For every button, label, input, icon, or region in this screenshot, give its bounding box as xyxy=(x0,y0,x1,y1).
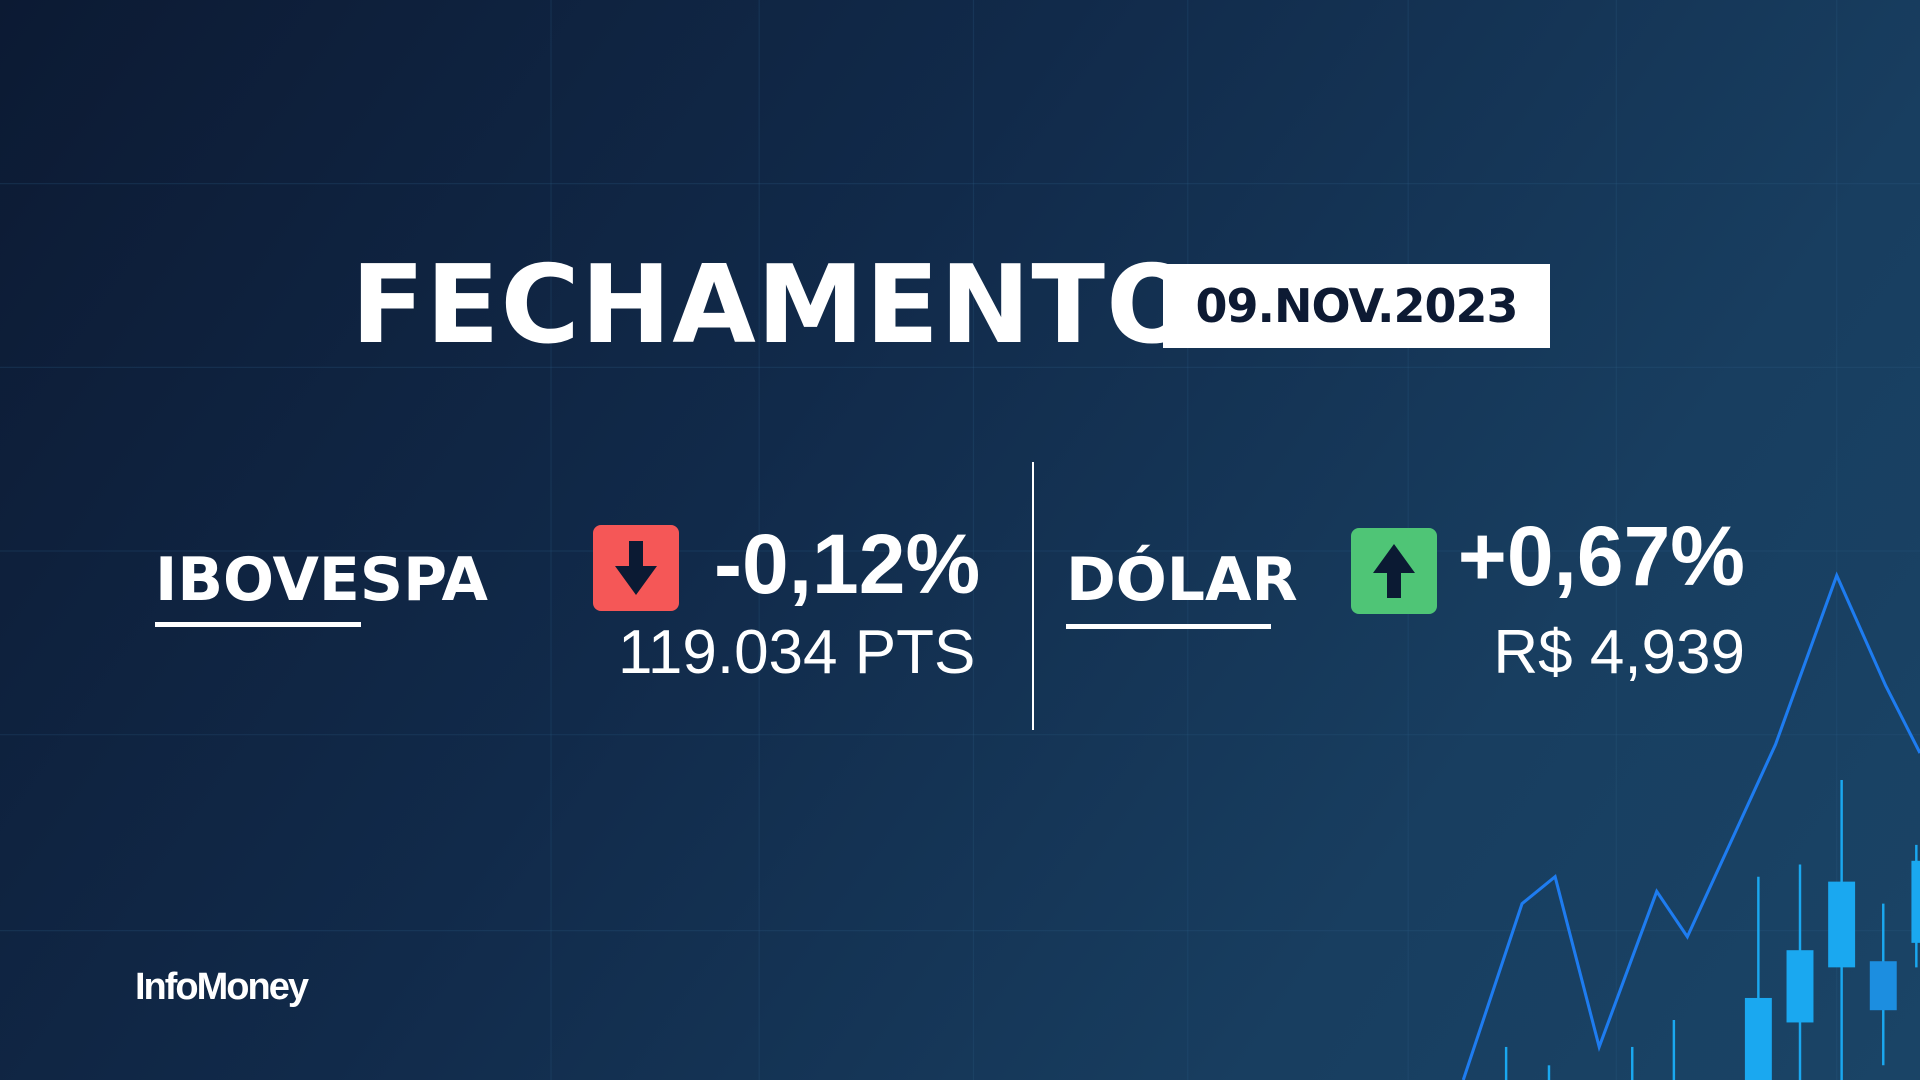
ibovespa-points: 119.034 PTS xyxy=(618,618,976,687)
page-title: FECHAMENTO xyxy=(351,243,1199,368)
candle xyxy=(1911,860,1920,943)
candle xyxy=(1744,997,1772,1080)
candle xyxy=(1786,950,1814,1023)
date-text: 09.NOV.2023 xyxy=(1195,279,1518,333)
decorative-line-chart xyxy=(1461,571,1920,1080)
ibovespa-label: IBOVESPA xyxy=(155,545,488,615)
infomoney-logo: InfoMoney xyxy=(135,966,309,1008)
arrow-up-icon xyxy=(1351,528,1437,614)
dolar-underline xyxy=(1066,624,1271,629)
ibovespa-change: -0,12% xyxy=(714,517,981,611)
date-badge: 09.NOV.2023 xyxy=(1163,264,1550,348)
ibovespa-underline xyxy=(155,622,361,627)
arrow-down-icon xyxy=(593,525,679,611)
divider xyxy=(1032,462,1034,730)
dolar-value: R$ 4,939 xyxy=(1493,618,1745,687)
candle xyxy=(1828,881,1856,968)
candle xyxy=(1869,961,1897,1011)
dolar-label: DÓLAR xyxy=(1066,545,1298,615)
dolar-change: +0,67% xyxy=(1457,509,1745,603)
